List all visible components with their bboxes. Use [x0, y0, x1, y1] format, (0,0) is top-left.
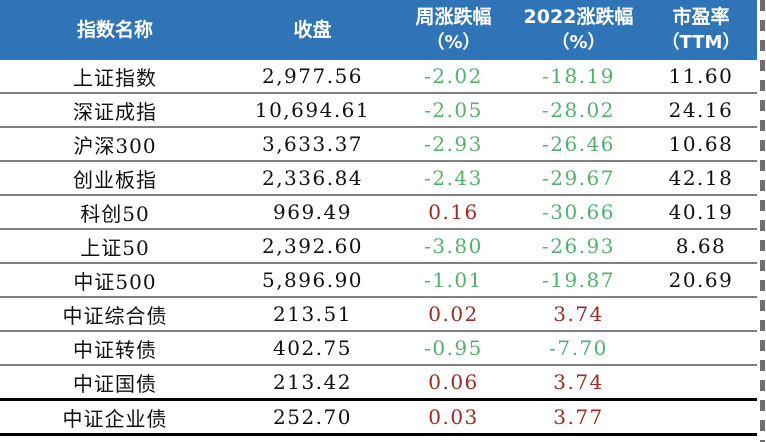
col-header-week-change-unit: （%） [426, 32, 481, 53]
index-name-cell: 沪深300 [0, 127, 230, 162]
col-header-ytd-change-unit: （%） [551, 32, 606, 53]
ytd-change-cell: -29.67 [512, 161, 645, 196]
week-change-cell: 0.02 [395, 297, 512, 332]
close-value-cell: 252.70 [230, 399, 395, 436]
week-change-cell: -0.95 [395, 331, 512, 366]
index-name-cell: 中证综合债 [0, 297, 230, 332]
index-name-cell: 深证成指 [0, 93, 230, 128]
close-value-cell: 3,633.37 [230, 127, 395, 162]
index-name-cell: 中证国债 [0, 365, 230, 401]
week-change-cell: -1.01 [395, 263, 512, 298]
table-row: 中证综合债 213.51 0.02 3.74 [0, 297, 757, 332]
index-name-cell: 科创50 [0, 195, 230, 230]
close-value-cell: 2,336.84 [230, 161, 395, 196]
ytd-change-cell: 3.74 [512, 297, 645, 332]
index-name-cell: 中证500 [0, 263, 230, 298]
col-header-pe-ratio-unit: （TTM） [661, 32, 741, 53]
pe-ratio-cell [645, 365, 757, 401]
col-header-week-change-label: 周涨跌幅 [415, 6, 492, 28]
close-value-cell: 2,977.56 [230, 60, 395, 94]
pe-ratio-cell: 10.68 [645, 127, 757, 162]
col-header-index-name-label: 指数名称 [76, 18, 153, 41]
index-name-cell: 上证指数 [0, 60, 230, 94]
ytd-change-cell: -7.70 [512, 331, 645, 366]
col-header-pe-ratio: 市盈率 （TTM） [645, 0, 757, 60]
index-name-cell: 创业板指 [0, 161, 230, 196]
col-header-week-change: 周涨跌幅 （%） [395, 0, 512, 60]
close-value-cell: 213.42 [230, 365, 395, 401]
col-header-close: 收盘 [230, 0, 395, 60]
ytd-change-cell: -26.93 [512, 229, 645, 264]
close-value-cell: 10,694.61 [230, 93, 395, 128]
table-row: 科创50 969.49 0.16 -30.66 40.19 [0, 195, 757, 230]
table-row: 上证50 2,392.60 -3.80 -26.93 8.68 [0, 229, 757, 264]
close-value-cell: 402.75 [230, 331, 395, 366]
pe-ratio-cell [645, 331, 757, 366]
week-change-cell: 0.16 [395, 195, 512, 230]
pe-ratio-cell [645, 399, 757, 436]
table-row: 深证成指 10,694.61 -2.05 -28.02 24.16 [0, 93, 757, 128]
close-value-cell: 969.49 [230, 195, 395, 230]
week-change-cell: 0.03 [395, 399, 512, 436]
table-row: 中证企业债 252.70 0.03 3.77 [0, 399, 757, 436]
header-row: 指数名称 收盘 周涨跌幅 （%） 2022涨跌幅 （%） 市盈率 （TTM） [0, 0, 757, 60]
week-change-cell: -2.43 [395, 161, 512, 196]
ytd-change-cell: -26.46 [512, 127, 645, 162]
pe-ratio-cell [645, 297, 757, 332]
col-header-ytd-change: 2022涨跌幅 （%） [512, 0, 645, 60]
ytd-change-cell: -18.19 [512, 60, 645, 94]
close-value-cell: 213.51 [230, 297, 395, 332]
table-row: 创业板指 2,336.84 -2.43 -29.67 42.18 [0, 161, 757, 196]
close-value-cell: 5,896.90 [230, 263, 395, 298]
pe-ratio-cell: 11.60 [645, 60, 757, 94]
pe-ratio-cell: 42.18 [645, 161, 757, 196]
col-header-ytd-change-label: 2022涨跌幅 [523, 6, 634, 28]
table-row: 中证国债 213.42 0.06 3.74 [0, 365, 757, 401]
pe-ratio-cell: 20.69 [645, 263, 757, 298]
week-change-cell: 0.06 [395, 365, 512, 401]
table-row: 沪深300 3,633.37 -2.93 -26.46 10.68 [0, 127, 757, 162]
ytd-change-cell: 3.77 [512, 399, 645, 436]
pe-ratio-cell: 24.16 [645, 93, 757, 128]
week-change-cell: -3.80 [395, 229, 512, 264]
table-row: 上证指数 2,977.56 -2.02 -18.19 11.60 [0, 60, 757, 94]
ytd-change-cell: -28.02 [512, 93, 645, 128]
index-table: 指数名称 收盘 周涨跌幅 （%） 2022涨跌幅 （%） 市盈率 （TTM） [0, 0, 757, 436]
pe-ratio-cell: 40.19 [645, 195, 757, 230]
ytd-change-cell: -19.87 [512, 263, 645, 298]
index-name-cell: 中证企业债 [0, 399, 230, 436]
ytd-change-cell: 3.74 [512, 365, 645, 401]
table-header: 指数名称 收盘 周涨跌幅 （%） 2022涨跌幅 （%） 市盈率 （TTM） [0, 0, 757, 60]
close-value-cell: 2,392.60 [230, 229, 395, 264]
table-row: 中证500 5,896.90 -1.01 -19.87 20.69 [0, 263, 757, 298]
col-header-index-name: 指数名称 [0, 0, 230, 60]
week-change-cell: -2.05 [395, 93, 512, 128]
table-row: 中证转债 402.75 -0.95 -7.70 [0, 331, 757, 366]
dashed-clip-border [760, 0, 765, 442]
col-header-pe-ratio-label: 市盈率 [672, 6, 730, 28]
index-name-cell: 上证50 [0, 229, 230, 264]
index-name-cell: 中证转债 [0, 331, 230, 366]
col-header-close-label: 收盘 [293, 18, 332, 41]
week-change-cell: -2.93 [395, 127, 512, 162]
table-body: 上证指数 2,977.56 -2.02 -18.19 11.60 深证成指 10,694.6… [0, 60, 757, 436]
pe-ratio-cell: 8.68 [645, 229, 757, 264]
week-change-cell: -2.02 [395, 60, 512, 94]
ytd-change-cell: -30.66 [512, 195, 645, 230]
